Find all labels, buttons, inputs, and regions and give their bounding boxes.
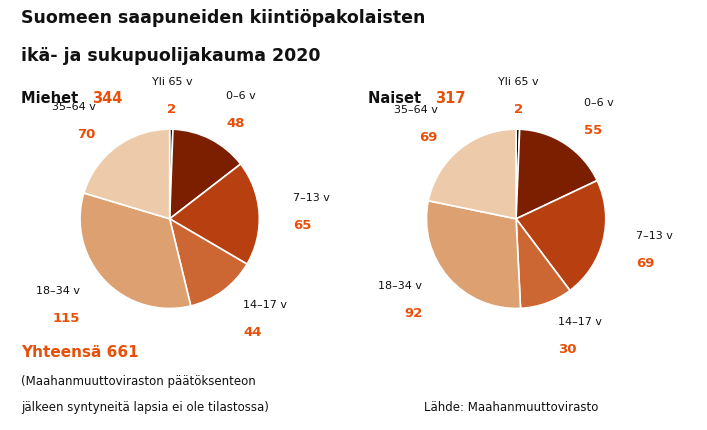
Text: 14–17 v: 14–17 v [558,316,602,326]
Text: 7–13 v: 7–13 v [293,193,330,203]
Wedge shape [84,130,170,219]
Text: 0–6 v: 0–6 v [226,91,256,101]
Wedge shape [170,219,247,306]
Text: 48: 48 [226,117,245,130]
Text: Yli 65 v: Yli 65 v [498,77,539,87]
Wedge shape [516,181,606,291]
Text: 55: 55 [585,123,602,136]
Text: Yhteensä 661: Yhteensä 661 [21,344,139,359]
Wedge shape [516,130,597,219]
Text: 35–64 v: 35–64 v [52,101,96,111]
Text: 317: 317 [435,90,465,105]
Text: 18–34 v: 18–34 v [36,285,80,295]
Text: 35–64 v: 35–64 v [394,104,438,115]
Wedge shape [170,165,259,264]
Wedge shape [516,219,570,309]
Text: (Maahanmuuttoviraston päätöksenteon: (Maahanmuuttoviraston päätöksenteon [21,374,256,387]
Text: 7–13 v: 7–13 v [636,230,673,240]
Wedge shape [170,130,173,219]
Text: 70: 70 [78,127,96,140]
Text: ikä- ja sukupuolijakauma 2020: ikä- ja sukupuolijakauma 2020 [21,47,321,65]
Text: 44: 44 [243,326,262,338]
Text: Naiset: Naiset [368,90,426,105]
Text: 69: 69 [419,131,438,144]
Wedge shape [80,194,191,309]
Text: 30: 30 [558,343,577,356]
Text: Suomeen saapuneiden kiintiöpakolaisten: Suomeen saapuneiden kiintiöpakolaisten [21,9,426,27]
Text: 92: 92 [404,307,422,320]
Text: 0–6 v: 0–6 v [585,98,614,108]
Wedge shape [428,130,516,219]
Text: 65: 65 [293,218,312,231]
Wedge shape [516,130,520,219]
Wedge shape [426,201,520,309]
Text: Lähde: Maahanmuuttovirasto: Lähde: Maahanmuuttovirasto [424,400,599,413]
Text: 18–34 v: 18–34 v [378,281,422,291]
Text: jälkeen syntyneitä lapsia ei ole tilastossa): jälkeen syntyneitä lapsia ei ole tilasto… [21,400,269,413]
Wedge shape [170,130,240,219]
Text: 69: 69 [636,256,655,269]
Text: 14–17 v: 14–17 v [243,299,288,310]
Text: Yli 65 v: Yli 65 v [151,77,192,87]
Text: 344: 344 [92,90,122,105]
Text: Miehet: Miehet [21,90,83,105]
Text: 115: 115 [52,311,80,324]
Text: 2: 2 [168,103,177,116]
Text: 2: 2 [514,103,523,116]
